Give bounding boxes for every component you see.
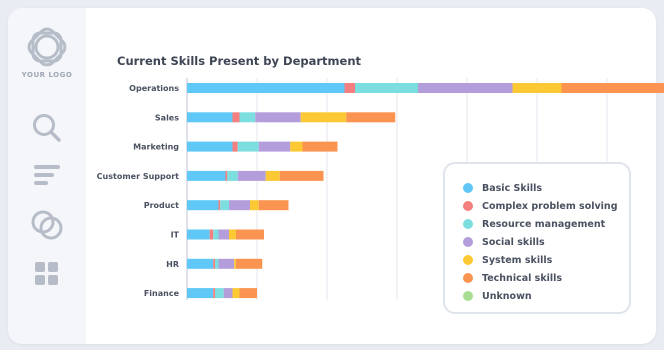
bar-segment[interactable] (215, 258, 219, 269)
bar-segment[interactable] (225, 170, 228, 181)
bar-segment[interactable] (290, 141, 303, 152)
bar-segment[interactable] (232, 141, 238, 152)
bar-segment[interactable] (418, 83, 513, 93)
bar-segment[interactable] (239, 112, 256, 123)
bar-segment[interactable] (265, 170, 280, 181)
sidebar: YOUR LOGO (8, 8, 86, 344)
bar-segment[interactable] (213, 229, 219, 240)
bar-segment[interactable] (229, 229, 236, 240)
legend-label: Basic Skills (482, 182, 543, 194)
bar-segment[interactable] (218, 200, 221, 211)
bar-segment[interactable] (255, 112, 301, 123)
bar-segment[interactable] (209, 229, 214, 240)
legend-item[interactable]: Social skills (463, 235, 545, 249)
legend-swatch (463, 291, 473, 301)
bar-segment[interactable] (220, 200, 229, 211)
legend-label: Social skills (482, 236, 545, 248)
legend-swatch (463, 255, 473, 265)
bar-segment[interactable] (346, 112, 396, 123)
bar-segment[interactable] (187, 170, 226, 181)
category-label: HR (166, 260, 179, 269)
bar-segment[interactable] (250, 200, 259, 211)
legend-swatch (463, 237, 473, 247)
legend-label: System skills (482, 254, 553, 266)
category-label: IT (171, 231, 180, 240)
chart-title: Current Skills Present by Department (117, 54, 361, 68)
legend-label: Technical skills (482, 272, 563, 284)
bar-segment[interactable] (344, 83, 356, 93)
bar-segment[interactable] (187, 200, 219, 211)
bar-segment[interactable] (279, 170, 324, 181)
bar-segment[interactable] (215, 288, 224, 299)
bar-segment[interactable] (258, 141, 291, 152)
bar-segment[interactable] (187, 258, 214, 269)
legend-item[interactable]: Basic Skills (463, 181, 542, 195)
bar-segment[interactable] (237, 141, 259, 152)
bar-segment[interactable] (187, 112, 233, 123)
bar-segment[interactable] (234, 258, 236, 269)
legend-item[interactable]: Resource management (463, 217, 605, 231)
category-label: Customer Support (97, 172, 179, 181)
bar-segment[interactable] (512, 83, 562, 93)
bar-segment[interactable] (229, 200, 250, 211)
bar-segment[interactable] (237, 170, 266, 181)
bar-segment[interactable] (187, 141, 233, 152)
bar-segment[interactable] (355, 83, 418, 93)
bar-segment[interactable] (236, 229, 264, 240)
logo-icon[interactable] (8, 26, 86, 68)
legend-swatch (463, 273, 473, 283)
bar-segment[interactable] (300, 112, 347, 123)
search-icon[interactable] (8, 112, 86, 144)
legend-swatch (463, 183, 473, 193)
category-label: Finance (144, 289, 180, 298)
grid-icon[interactable] (8, 260, 86, 288)
category-label: Marketing (133, 143, 179, 152)
logo-text: YOUR LOGO (21, 71, 73, 79)
overlap-circles-icon[interactable] (8, 208, 86, 242)
legend-item[interactable]: Unknown (463, 289, 532, 303)
bar-segment[interactable] (258, 200, 289, 211)
legend-label: Unknown (482, 290, 532, 302)
category-label: Sales (155, 113, 179, 122)
legend-item[interactable]: Technical skills (463, 271, 562, 285)
bar-segment[interactable] (218, 229, 230, 240)
bar-segment[interactable] (302, 141, 338, 152)
legend-item[interactable]: System skills (463, 253, 552, 267)
bar-segment[interactable] (227, 170, 238, 181)
bar-segment[interactable] (232, 112, 240, 123)
legend-swatch (463, 219, 473, 229)
bar-segment[interactable] (232, 288, 240, 299)
bar-segment[interactable] (218, 258, 235, 269)
bar-segment[interactable] (561, 83, 664, 93)
bar-segment[interactable] (187, 229, 210, 240)
chart-legend: Basic Skills Complex problem solving Resou… (443, 162, 631, 314)
legend-label: Resource management (482, 218, 606, 230)
bar-segment[interactable] (213, 258, 215, 269)
legend-swatch (463, 201, 473, 211)
bar-segment[interactable] (213, 288, 215, 299)
list-icon[interactable] (8, 163, 86, 189)
legend-label: Complex problem solving (482, 200, 618, 212)
bar-segment[interactable] (236, 258, 263, 269)
bar-segment[interactable] (239, 288, 258, 299)
bar-segment[interactable] (223, 288, 233, 299)
category-label: Product (144, 201, 179, 210)
category-label: Operations (129, 84, 179, 93)
bar-segment[interactable] (187, 288, 214, 299)
bar-segment[interactable] (187, 83, 345, 93)
legend-item[interactable]: Complex problem solving (463, 199, 618, 213)
